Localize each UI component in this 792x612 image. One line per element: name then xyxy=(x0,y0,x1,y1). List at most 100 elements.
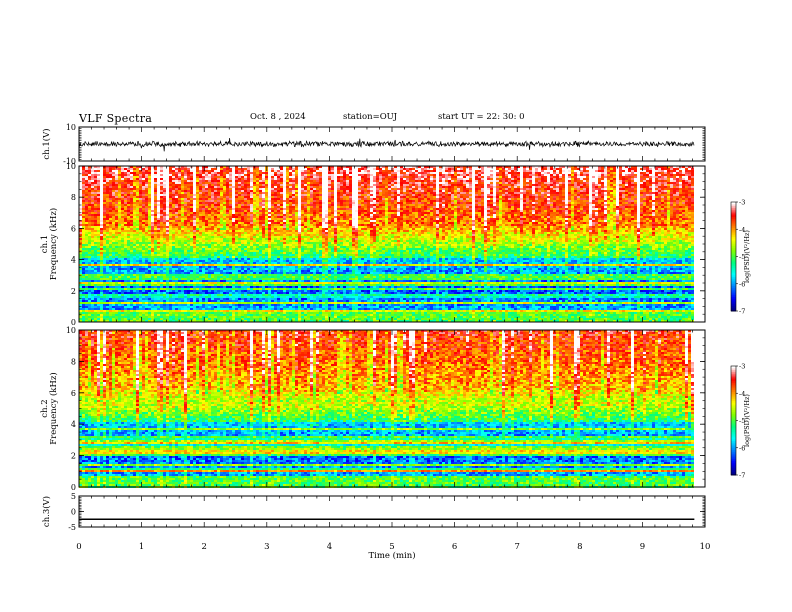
colorbar-cell xyxy=(731,223,736,227)
y-axis-label: ch.1(V) xyxy=(41,128,52,159)
colorbar-cell xyxy=(731,416,736,420)
y-axis-label: Frequency (kHz) xyxy=(48,208,59,280)
y-tick-label: 2 xyxy=(71,452,76,461)
colorbar-cell xyxy=(731,400,736,403)
colorbar-cell xyxy=(731,438,736,441)
colorbar-cell xyxy=(731,214,736,218)
x-tick-label: 6 xyxy=(452,542,457,552)
colorbar-tick-label: -6 xyxy=(739,280,745,288)
colorbar-tick-label: -3 xyxy=(739,199,745,207)
colorbar-cell xyxy=(731,241,736,245)
colorbar-cell xyxy=(731,442,736,445)
colorbar-cell xyxy=(731,220,736,223)
colorbar-cell xyxy=(731,378,736,382)
colorbar-cell xyxy=(731,415,736,418)
colorbar-cell xyxy=(731,462,736,465)
colorbar-cell xyxy=(731,447,736,451)
y-axis-label: ch.3(V) xyxy=(41,496,52,527)
y-tick-label: 10 xyxy=(66,162,76,171)
colorbar-cell xyxy=(731,407,736,411)
colorbar-cell xyxy=(731,456,736,460)
colorbar-cell xyxy=(731,440,736,443)
colorbar-cell xyxy=(731,387,736,391)
colorbar-cell xyxy=(731,301,736,305)
colorbar-cell xyxy=(731,218,736,221)
colorbar-cell xyxy=(731,436,736,440)
ch1-waveform-trace xyxy=(78,137,695,152)
colorbar-tick-label: -3 xyxy=(739,363,745,371)
y-tick-label: 8 xyxy=(71,193,76,202)
colorbar-cell xyxy=(731,376,736,380)
colorbar-cell xyxy=(731,296,736,299)
colorbar-cell xyxy=(731,216,736,219)
colorbar-cell xyxy=(731,221,736,225)
colorbar-cell xyxy=(731,267,736,270)
colorbar-tick-label: -5 xyxy=(739,417,745,425)
colorbar-tick-label: -4 xyxy=(739,226,745,234)
colorbar-cell xyxy=(731,429,736,432)
y-tick-label: 0 xyxy=(71,508,76,517)
colorbar-cell xyxy=(731,425,736,429)
x-tick-label: 2 xyxy=(201,542,206,552)
x-tick-label: 9 xyxy=(640,542,645,552)
colorbar-cell xyxy=(731,398,736,402)
colorbar-cell xyxy=(731,453,736,456)
colorbar-cell xyxy=(731,460,736,463)
colorbar-cell xyxy=(731,375,736,378)
colorbar-cell xyxy=(731,465,736,469)
colorbar-cell xyxy=(731,236,736,239)
colorbar-cell xyxy=(731,283,736,287)
colorbar-cell xyxy=(731,444,736,447)
colorbar-cell xyxy=(731,232,736,236)
y-tick-label: 0 xyxy=(71,483,76,492)
y-tick-label: 5 xyxy=(71,492,76,501)
colorbar-cell xyxy=(731,209,736,212)
colorbar-cell xyxy=(731,240,736,243)
colorbar-cell xyxy=(731,402,736,405)
x-tick-label: 10 xyxy=(700,542,711,552)
colorbar-cell xyxy=(731,458,736,461)
colorbar-cell xyxy=(731,422,736,425)
colorbar-cell xyxy=(731,367,736,371)
colorbar-cell xyxy=(731,431,736,434)
ch1-waveform-panel xyxy=(78,137,695,152)
colorbar-cell xyxy=(731,420,736,423)
colorbar-cell xyxy=(731,467,736,471)
colorbar-cell xyxy=(731,229,736,232)
colorbar-cell xyxy=(731,291,736,294)
y-tick-label: -10 xyxy=(63,157,76,166)
colorbar-cell xyxy=(731,251,736,254)
y-axis-label: ch.2 xyxy=(40,399,50,417)
colorbar-cell xyxy=(731,305,736,308)
y-tick-label: 6 xyxy=(71,224,76,233)
colorbar-cell xyxy=(731,427,736,431)
x-tick-label: 8 xyxy=(577,542,582,552)
colorbar-tick-label: -7 xyxy=(739,308,745,316)
colorbar-cell xyxy=(731,207,736,210)
colorbar-cell xyxy=(731,424,736,427)
y-axis-label: ch.1 xyxy=(40,235,50,253)
colorbar-cell xyxy=(731,396,736,400)
colorbar-cell xyxy=(731,369,736,372)
colorbar-cell xyxy=(731,287,736,290)
colorbar-cell xyxy=(731,409,736,412)
colorbar-cell xyxy=(731,449,736,452)
colorbar-label: log(PSD)(V²/Hz) xyxy=(743,394,751,447)
colorbar-cell xyxy=(731,252,736,256)
colorbar-cell xyxy=(731,307,736,310)
ch1-colorbar: -3 -4 -5 -6 -7 log(PSD)(V²/Hz) xyxy=(730,199,751,316)
colorbar-cell xyxy=(731,271,736,274)
colorbar-cell xyxy=(731,309,736,312)
colorbar-cell xyxy=(731,366,736,369)
colorbar-label: log(PSD)(V²/Hz) xyxy=(743,230,751,283)
colorbar-cell xyxy=(731,281,736,285)
colorbar-cell xyxy=(731,413,736,416)
colorbar-cell xyxy=(731,280,736,283)
colorbar-cell xyxy=(731,393,736,396)
y-tick-label: 2 xyxy=(71,287,76,296)
colorbar-cell xyxy=(731,243,736,247)
colorbar-cell xyxy=(731,256,736,259)
colorbar-cell xyxy=(731,202,736,205)
